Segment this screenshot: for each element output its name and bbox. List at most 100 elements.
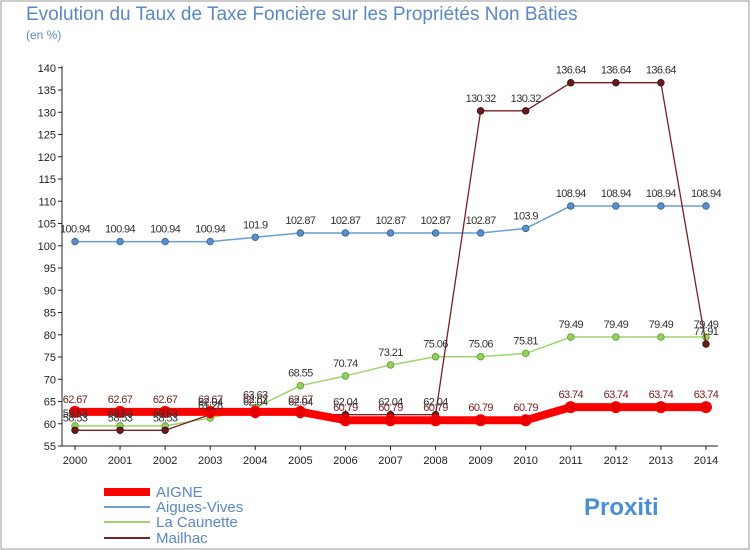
data-point-aigues-vives — [657, 202, 665, 210]
series-aigues-vives — [71, 202, 710, 246]
data-label-aigne: 63.74 — [649, 389, 674, 401]
data-label-mailhac: 77.91 — [694, 326, 719, 338]
y-tick-label: 130 — [38, 107, 56, 119]
data-label-aigues-vives: 103.9 — [513, 210, 538, 222]
data-label-aigues-vives: 100.94 — [195, 224, 226, 236]
legend-item-aigues-vives: Aigues-Vives — [104, 499, 243, 516]
legend-label-aigues-vives: Aigues-Vives — [156, 499, 243, 516]
data-label-mailhac: 62.04 — [198, 397, 223, 409]
data-label-aigne: 62.67 — [288, 394, 313, 406]
chart-ylabel: (en %) — [26, 28, 62, 42]
y-tick-label: 120 — [38, 152, 56, 164]
data-point-la-caunette — [386, 361, 395, 369]
data-label-la-caunette: 59.53 — [153, 408, 178, 420]
data-point-aigne — [474, 414, 487, 427]
legend-label-mailhac: Mailhac — [156, 530, 208, 547]
x-tick-label: 2010 — [513, 455, 537, 467]
data-label-la-caunette: 68.55 — [288, 368, 313, 380]
data-label-aigne: 62.67 — [108, 394, 133, 406]
data-point-mailhac — [522, 107, 530, 115]
data-point-aigne — [204, 405, 217, 418]
data-label-aigne: 62.67 — [243, 394, 268, 406]
data-label-mailhac: 136.64 — [556, 65, 587, 77]
y-tick-label: 125 — [38, 130, 56, 142]
data-point-aigne — [384, 414, 397, 427]
data-point-mailhac — [657, 79, 665, 87]
data-label-aigues-vives: 102.87 — [375, 215, 406, 227]
data-point-aigne — [519, 414, 532, 427]
data-point-mailhac — [71, 426, 79, 434]
data-label-aigues-vives: 108.94 — [556, 188, 587, 200]
data-label-aigne: 63.74 — [694, 389, 719, 401]
x-tick-label: 2008 — [423, 455, 447, 467]
data-point-la-caunette — [567, 333, 575, 341]
legend-item-aigne: AIGNE — [104, 484, 203, 501]
data-point-mailhac — [116, 426, 124, 434]
x-tick-label: 2011 — [559, 455, 583, 467]
data-label-mailhac: 58.53 — [108, 412, 133, 424]
data-point-mailhac — [476, 107, 485, 115]
axes: 55 60 65 70 75 80 85 90 95 100 105 110 115 120 125 130 1… — [38, 63, 719, 467]
data-point-aigne — [609, 401, 622, 414]
data-label-aigne: 62.67 — [198, 394, 223, 406]
data-point-aigne — [429, 414, 442, 427]
data-point-la-caunette — [341, 372, 350, 380]
data-point-mailhac — [702, 340, 710, 348]
data-point-la-caunette — [657, 333, 665, 341]
data-label-mailhac: 62.04 — [378, 397, 403, 409]
data-point-aigne — [654, 401, 667, 414]
data-point-aigues-vives — [567, 202, 575, 210]
x-tick-label: 2007 — [378, 455, 402, 467]
y-tick-label: 90 — [44, 285, 56, 297]
data-point-aigues-vives — [296, 229, 305, 237]
data-point-aigne — [699, 401, 712, 414]
data-label-aigne: 63.74 — [604, 389, 629, 401]
data-label-la-caunette: 75.81 — [513, 335, 538, 347]
data-label-la-caunette: 61.28 — [198, 400, 223, 412]
data-label-aigne: 60.79 — [468, 402, 493, 414]
legend-label-la-caunette: La Caunette — [156, 514, 238, 531]
data-point-mailhac — [612, 79, 620, 87]
data-label-aigne: 60.79 — [378, 402, 403, 414]
data-point-la-caunette — [431, 353, 440, 361]
data-point-aigues-vives — [341, 229, 350, 237]
data-label-mailhac: 136.64 — [601, 65, 632, 77]
y-tick-label: 115 — [38, 174, 56, 186]
proxiti-logo: Proxiti — [584, 494, 659, 521]
x-tick-label: 2001 — [108, 455, 132, 467]
data-label-aigne: 60.79 — [333, 402, 358, 414]
legend: AIGNE Aigues-Vives La Caunette Mailhac — [104, 484, 243, 547]
data-label-mailhac: 62.04 — [423, 397, 448, 409]
y-tick-label: 70 — [44, 374, 56, 386]
x-tick-label: 2003 — [198, 455, 222, 467]
data-point-la-caunette — [296, 382, 305, 390]
data-point-la-caunette — [612, 333, 620, 341]
data-label-aigues-vives: 100.94 — [150, 224, 181, 236]
y-tick-label: 80 — [44, 330, 56, 342]
data-label-aigues-vives: 108.94 — [646, 188, 677, 200]
data-point-aigues-vives — [116, 237, 124, 246]
data-point-aigne — [564, 401, 577, 414]
x-tick-label: 2013 — [649, 455, 673, 467]
data-point-aigne — [114, 405, 127, 418]
data-label-aigues-vives: 102.87 — [421, 215, 452, 227]
plot-data-labels: 62.67 62.67 62.67 62.67 62.67 62.67 60.79 60.79… — [60, 65, 722, 425]
data-label-mailhac: 62.04 — [288, 397, 313, 409]
y-tick-label: 65 — [44, 397, 56, 409]
data-label-la-caunette: 79.49 — [649, 319, 674, 331]
data-label-mailhac: 130.32 — [511, 93, 542, 105]
data-point-aigues-vives — [251, 233, 259, 241]
y-tick-label: 60 — [44, 419, 56, 431]
data-label-aigne: 60.79 — [423, 402, 448, 414]
data-label-aigues-vives: 100.94 — [60, 224, 91, 236]
y-tick-label: 110 — [38, 196, 56, 208]
data-point-aigues-vives — [702, 202, 710, 210]
data-label-la-caunette: 79.49 — [694, 319, 719, 331]
data-label-mailhac: 62.04 — [333, 397, 358, 409]
series-mailhac — [71, 79, 710, 434]
data-label-aigne: 63.74 — [559, 389, 584, 401]
data-point-aigne — [294, 405, 307, 418]
data-point-aigne — [159, 405, 172, 418]
